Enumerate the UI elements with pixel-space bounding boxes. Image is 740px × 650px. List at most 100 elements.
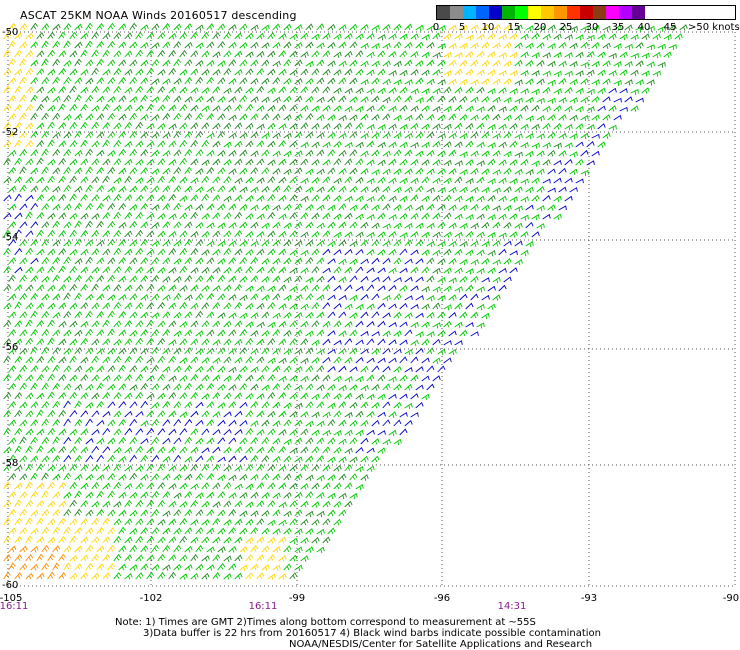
wind-barb (96, 348, 105, 355)
wind-barb (212, 357, 221, 364)
wind-barb (311, 339, 320, 346)
wind-barb (366, 321, 375, 328)
wind-barb (91, 158, 100, 166)
wind-barb (432, 249, 441, 257)
wind-barb (355, 33, 364, 40)
wind-barb (19, 274, 27, 283)
wind-barb (250, 527, 259, 535)
wind-barb (135, 121, 144, 130)
wind-barb (294, 167, 303, 175)
wind-barb (443, 33, 452, 40)
wind-barb (525, 42, 534, 50)
wind-barb (91, 283, 99, 292)
wind-barb (3, 212, 12, 220)
wind-barb (278, 410, 287, 418)
wind-barb (283, 222, 292, 229)
wind-barb (426, 25, 435, 32)
wind-barb (212, 464, 221, 472)
wind-barb (245, 392, 254, 400)
wind-barb (426, 257, 435, 265)
wind-barb (190, 194, 199, 202)
wind-barb (393, 149, 402, 157)
wind-barb (69, 103, 78, 112)
wind-barb (327, 221, 336, 229)
wind-barb (327, 492, 336, 500)
wind-barb (338, 384, 347, 392)
wind-barb (393, 168, 402, 175)
wind-barb (520, 158, 529, 166)
wind-barb (91, 266, 100, 274)
wind-barb (102, 175, 110, 184)
wind-barb (85, 491, 94, 499)
wind-barb (8, 131, 17, 139)
wind-barb (118, 185, 127, 193)
wind-barb (388, 411, 397, 418)
wind-barb (184, 238, 193, 247)
wind-barb (377, 411, 386, 418)
wind-barb (223, 159, 232, 166)
wind-barb (448, 113, 457, 121)
wind-barb (14, 392, 23, 400)
wind-barb (470, 167, 479, 175)
wind-barb (58, 230, 67, 238)
wind-barb (586, 160, 595, 166)
wind-barb (129, 384, 138, 391)
wind-barb (586, 51, 595, 58)
wind-barb (85, 184, 93, 193)
wind-barb (344, 68, 353, 76)
wind-barb (327, 366, 336, 373)
wind-barb (168, 49, 177, 58)
wind-barb (96, 239, 105, 247)
wind-barb (47, 104, 56, 112)
legend-swatch (502, 6, 515, 19)
wind-barb (305, 276, 314, 284)
wind-barb (69, 374, 78, 382)
wind-barb (118, 76, 127, 85)
wind-barb (58, 446, 67, 454)
wind-barb (102, 446, 111, 454)
wind-barb (124, 392, 133, 400)
wind-barb (272, 383, 281, 391)
wind-barb (602, 60, 611, 67)
wind-barb (377, 320, 386, 328)
wind-barb (118, 491, 127, 499)
wind-barb (366, 69, 375, 76)
wind-barb (146, 194, 155, 202)
wind-barb (118, 383, 127, 391)
wind-barb (509, 267, 518, 274)
wind-barb (432, 87, 441, 95)
wind-barb (531, 32, 540, 40)
wind-barb (107, 59, 116, 67)
wind-barb (85, 544, 94, 553)
wind-barb (454, 321, 463, 329)
wind-barb (443, 285, 452, 292)
wind-barb (41, 490, 49, 499)
wind-barb (239, 473, 248, 481)
wind-barb (3, 140, 12, 148)
wind-barb (118, 167, 127, 175)
wind-barb (107, 77, 116, 85)
wind-barb (3, 338, 12, 346)
wind-barb (569, 114, 578, 122)
wind-barb (432, 140, 441, 148)
wind-barb (140, 491, 149, 499)
wind-barb (80, 176, 89, 184)
wind-barb (410, 356, 419, 364)
wind-barb (256, 446, 265, 454)
wind-barb (162, 564, 171, 571)
wind-barb (514, 168, 523, 176)
wind-barb (228, 347, 237, 355)
wind-barb (448, 149, 457, 157)
wind-barb (74, 545, 83, 553)
wind-barb (531, 88, 540, 95)
wind-barb (168, 483, 177, 490)
wind-barb (107, 294, 116, 301)
wind-barb (201, 572, 210, 580)
wind-barb (124, 121, 133, 130)
wind-barb (267, 230, 276, 238)
wind-barb (542, 178, 551, 184)
wind-barb (52, 148, 61, 157)
wind-barb (272, 239, 281, 247)
wind-barb (151, 490, 160, 499)
wind-barb (509, 231, 518, 238)
